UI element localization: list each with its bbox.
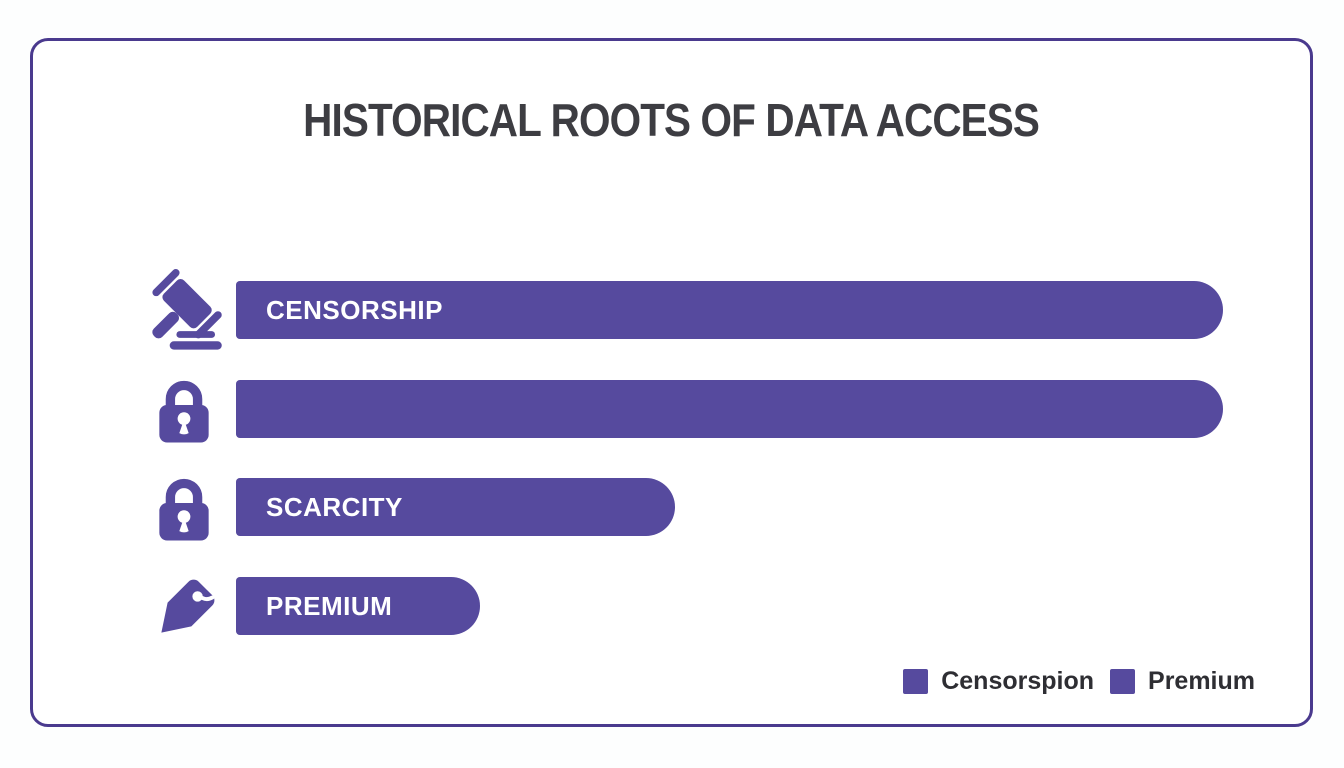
legend-item-censorspion: Censorspion (903, 667, 1094, 696)
chart-title-text: HISTORICAL ROOTS OF DATA ACCESS (303, 94, 1041, 146)
legend-label: Premium (1148, 667, 1255, 695)
legend-swatch-icon (903, 669, 929, 694)
legend: Censorspion Premium (903, 667, 1255, 696)
legend-swatch-icon (1110, 669, 1136, 694)
legend-label: Censorspion (941, 667, 1095, 695)
gavel-icon (133, 269, 245, 353)
bar-row-unlabeled (236, 380, 1223, 438)
bar-censorship: CENSORSHIP (236, 281, 1223, 339)
bar-scarcity: SCARCITY (236, 478, 676, 536)
chart-title: HISTORICAL ROOTS OF DATA ACCESS (33, 93, 1310, 147)
bar-label-scarcity: SCARCITY (266, 491, 403, 522)
bar-label-censorship: CENSORSHIP (266, 294, 443, 325)
chart-card: HISTORICAL ROOTS OF DATA ACCESS CENSORSH… (30, 38, 1313, 727)
bar-row-scarcity: SCARCITY (236, 478, 1223, 536)
legend-item-premium: Premium (1110, 667, 1255, 696)
bar-row-censorship: CENSORSHIP (236, 281, 1223, 339)
bar-row-premium: PREMIUM (236, 577, 1223, 635)
lock-icon (146, 475, 222, 543)
bar-label-premium: PREMIUM (266, 590, 393, 621)
tag-icon (134, 570, 234, 650)
bar-premium: PREMIUM (236, 577, 480, 635)
bar-unlabeled (236, 380, 1223, 438)
lock-icon (146, 377, 222, 445)
